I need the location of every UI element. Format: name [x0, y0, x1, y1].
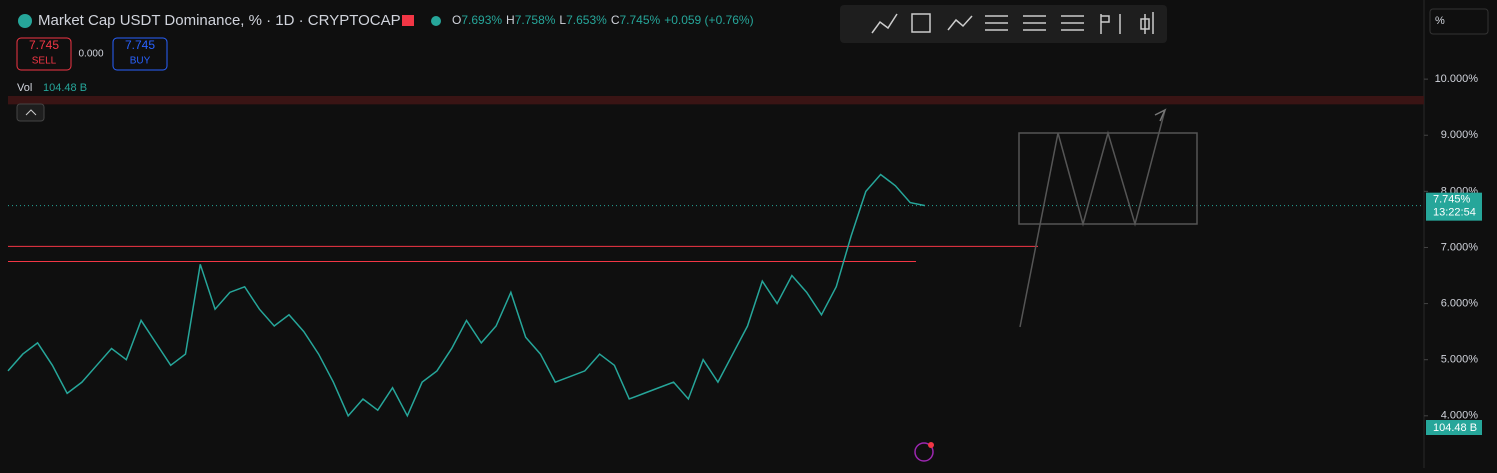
tool-rect[interactable] [911, 13, 931, 33]
tool-channel[interactable] [1023, 15, 1046, 31]
symbol-icon [18, 14, 32, 28]
ohlc-key: H [506, 13, 515, 27]
ohlc-value: 7.653% [566, 13, 607, 27]
price-badge [1426, 192, 1482, 221]
price-badge-value: 7.745% [1433, 194, 1471, 206]
change: +0.059 (+0.76%) [664, 13, 753, 27]
volume-badge-value: 104.48 B [1433, 422, 1477, 434]
ohlc-key: O [452, 13, 461, 27]
vol-label: Vol [17, 82, 32, 94]
chevron [25, 109, 37, 116]
alert-dot [928, 442, 934, 448]
sell-label: SELL [32, 56, 57, 67]
price-line [7, 173, 926, 418]
ohlc-key: C [611, 13, 620, 27]
ohlc-value: 7.745% [619, 13, 660, 27]
tool-levels[interactable] [1061, 15, 1084, 31]
tool-trend[interactable] [871, 13, 898, 34]
alert-icon[interactable] [914, 442, 934, 462]
y-tick-label: 4.000% [1441, 410, 1479, 422]
spread: 0.000 [78, 49, 103, 60]
tool-candles[interactable] [1140, 12, 1154, 34]
y-tick-label: 7.000% [1441, 241, 1479, 253]
unit: % [1435, 15, 1445, 27]
y-tick-label: 9.000% [1441, 129, 1479, 141]
y-tick-label: 5.000% [1441, 354, 1479, 366]
arrow-head [1154, 108, 1167, 122]
tool-flag[interactable] [1100, 14, 1121, 34]
buy-button[interactable] [112, 37, 168, 71]
y-tick-label: 6.000% [1441, 297, 1479, 309]
volume-badge [1426, 420, 1482, 435]
tool-path[interactable] [947, 15, 973, 31]
flag[interactable] [402, 15, 414, 26]
unit-box[interactable] [1429, 8, 1489, 35]
drawing-toolbar [840, 5, 1167, 43]
sell-price: 7.745 [29, 38, 59, 52]
vol-value: 104.48 B [43, 82, 87, 94]
sell-button[interactable] [16, 37, 72, 71]
y-tick-label: 10.000% [1435, 73, 1479, 85]
ohlc-value: 7.758% [515, 13, 556, 27]
ohlc-value: 7.693% [461, 13, 502, 27]
symbol-title[interactable]: Market Cap USDT Dominance, % · 1D · CRYP… [38, 12, 401, 29]
price-badge-countdown: 13:22:54 [1433, 207, 1476, 219]
collapse-button[interactable] [16, 103, 45, 122]
buy-label: BUY [130, 56, 151, 67]
buy-price: 7.745 [125, 38, 155, 52]
toolbar-bg [840, 5, 1167, 43]
resistance-zone [8, 95, 1424, 105]
ohlc-key: L [559, 13, 566, 27]
status-dot [431, 16, 441, 26]
tool-fib[interactable] [985, 15, 1008, 31]
projection-path [1019, 109, 1166, 328]
